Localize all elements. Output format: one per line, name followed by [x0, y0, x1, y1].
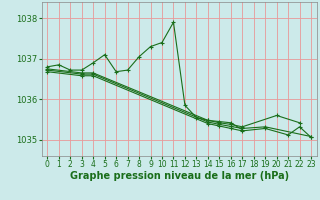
X-axis label: Graphe pression niveau de la mer (hPa): Graphe pression niveau de la mer (hPa): [70, 171, 289, 181]
